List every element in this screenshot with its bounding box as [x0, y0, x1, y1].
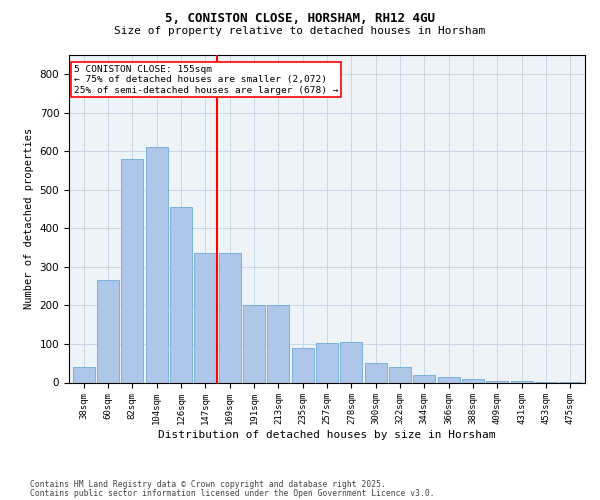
Text: Contains public sector information licensed under the Open Government Licence v3: Contains public sector information licen…	[30, 489, 434, 498]
Bar	[146, 148, 167, 382]
Text: 5 CONISTON CLOSE: 155sqm
← 75% of detached houses are smaller (2,072)
25% of sem: 5 CONISTON CLOSE: 155sqm ← 75% of detach…	[74, 65, 338, 94]
Bar	[389, 367, 411, 382]
Bar	[194, 254, 216, 382]
Bar	[292, 348, 314, 382]
Bar	[121, 159, 143, 382]
Y-axis label: Number of detached properties: Number of detached properties	[24, 128, 34, 310]
Bar	[243, 306, 265, 382]
Bar	[97, 280, 119, 382]
X-axis label: Distribution of detached houses by size in Horsham: Distribution of detached houses by size …	[158, 430, 496, 440]
Bar	[170, 207, 192, 382]
Text: Contains HM Land Registry data © Crown copyright and database right 2025.: Contains HM Land Registry data © Crown c…	[30, 480, 386, 489]
Bar	[462, 378, 484, 382]
Bar	[316, 343, 338, 382]
Bar	[365, 363, 386, 382]
Bar	[438, 376, 460, 382]
Bar	[413, 375, 436, 382]
Bar	[73, 367, 95, 382]
Bar	[487, 380, 508, 382]
Bar	[268, 306, 289, 382]
Text: 5, CONISTON CLOSE, HORSHAM, RH12 4GU: 5, CONISTON CLOSE, HORSHAM, RH12 4GU	[165, 12, 435, 26]
Text: Size of property relative to detached houses in Horsham: Size of property relative to detached ho…	[115, 26, 485, 36]
Bar	[218, 254, 241, 382]
Bar	[340, 342, 362, 382]
